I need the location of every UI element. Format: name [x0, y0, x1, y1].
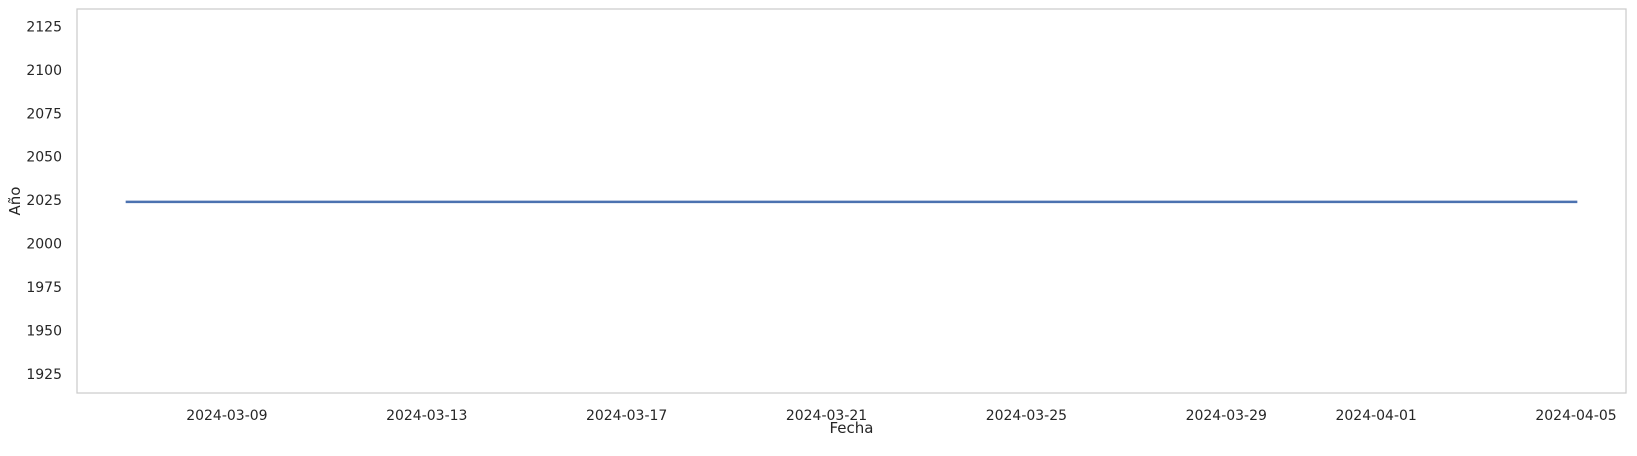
- x-tick-label: 2024-03-13: [386, 408, 467, 424]
- x-axis-label: Fecha: [830, 419, 874, 437]
- x-tick-label: 2024-03-29: [1186, 408, 1267, 424]
- x-axis-ticks: 2024-03-09 2024-03-13 2024-03-17 2024-03-21…: [186, 408, 1617, 424]
- x-tick-label: 2024-04-05: [1535, 408, 1616, 424]
- y-tick-label: 2125: [26, 19, 62, 35]
- y-tick-label: 2050: [26, 150, 62, 166]
- y-tick-label: 2025: [26, 193, 62, 209]
- y-tick-label: 1925: [26, 367, 62, 383]
- x-tick-label: 2024-04-01: [1335, 408, 1416, 424]
- y-tick-label: 2000: [26, 237, 62, 253]
- y-axis-label: Año: [6, 187, 24, 216]
- y-tick-label: 2100: [26, 63, 62, 79]
- x-tick-label: 2024-03-21: [786, 408, 867, 424]
- x-tick-label: 2024-03-09: [186, 408, 267, 424]
- y-axis-ticks: 1925 1950 1975 2000 2025 2050 2075 2100 2125: [26, 19, 62, 383]
- x-tick-label: 2024-03-25: [986, 408, 1067, 424]
- y-tick-label: 2075: [26, 106, 62, 122]
- y-tick-label: 1950: [26, 323, 62, 339]
- y-tick-label: 1975: [26, 280, 62, 296]
- x-tick-label: 2024-03-17: [586, 408, 667, 424]
